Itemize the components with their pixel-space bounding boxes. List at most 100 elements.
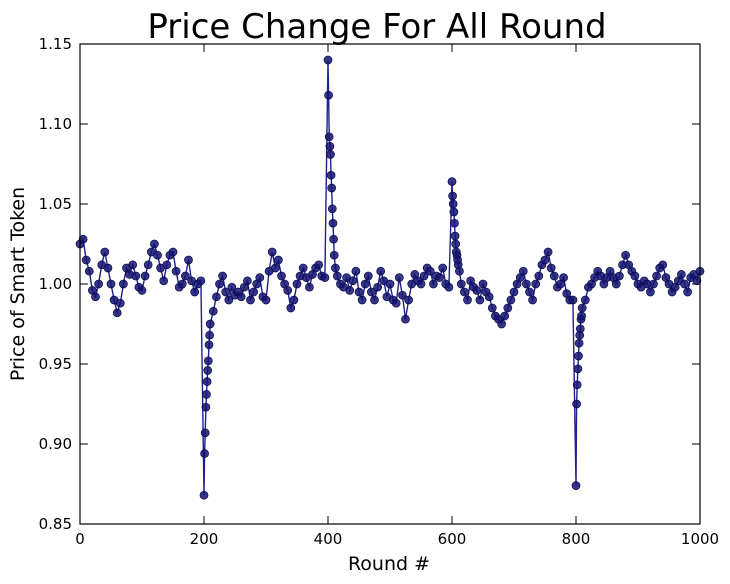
data-point bbox=[327, 204, 337, 214]
y-tick-label: 1.05 bbox=[39, 195, 72, 213]
data-point bbox=[236, 292, 246, 302]
data-point bbox=[658, 260, 668, 270]
data-point bbox=[159, 276, 169, 286]
data-point bbox=[621, 250, 630, 260]
x-tick-label: 0 bbox=[75, 530, 85, 548]
data-point bbox=[683, 287, 692, 297]
data-point bbox=[140, 271, 150, 281]
data-point bbox=[221, 287, 231, 297]
x-tick-label: 800 bbox=[562, 530, 591, 548]
data-point bbox=[227, 282, 237, 292]
data-point bbox=[181, 271, 190, 281]
data-point bbox=[680, 279, 689, 289]
data-point bbox=[314, 260, 324, 270]
data-point bbox=[385, 279, 395, 289]
data-point bbox=[472, 286, 482, 295]
data-point bbox=[202, 377, 212, 386]
data-point bbox=[525, 287, 534, 297]
data-point bbox=[218, 271, 227, 281]
data-point bbox=[305, 282, 314, 292]
data-point bbox=[450, 218, 459, 228]
data-point bbox=[243, 276, 252, 286]
data-point bbox=[277, 271, 286, 281]
x-tick-label: 200 bbox=[190, 530, 219, 548]
data-point bbox=[572, 380, 582, 390]
data-point bbox=[444, 282, 454, 292]
data-point bbox=[171, 266, 181, 276]
data-point bbox=[128, 260, 138, 270]
data-point bbox=[373, 282, 382, 292]
data-point bbox=[205, 319, 215, 329]
data-point bbox=[559, 273, 568, 282]
data-point bbox=[376, 266, 386, 276]
data-point bbox=[580, 295, 590, 305]
data-point bbox=[81, 255, 91, 265]
data-point bbox=[327, 183, 337, 193]
x-tick-label: 400 bbox=[314, 530, 343, 548]
y-tick-label: 1.00 bbox=[39, 275, 72, 293]
data-point bbox=[204, 340, 214, 350]
data-point bbox=[448, 191, 457, 201]
data-point bbox=[456, 279, 466, 289]
data-point bbox=[463, 295, 472, 305]
data-point bbox=[283, 286, 293, 295]
data-point bbox=[398, 290, 407, 300]
data-point bbox=[184, 255, 193, 265]
data-point bbox=[571, 481, 581, 490]
data-point bbox=[475, 295, 485, 305]
data-point bbox=[577, 303, 587, 313]
data-point bbox=[215, 279, 224, 289]
data-point bbox=[497, 319, 506, 329]
data-point bbox=[419, 271, 429, 281]
data-point bbox=[611, 279, 621, 289]
data-point bbox=[500, 311, 510, 321]
data-point bbox=[137, 286, 147, 295]
data-point bbox=[100, 247, 110, 257]
data-point bbox=[577, 311, 586, 321]
data-point bbox=[345, 286, 355, 295]
chart-title: Price Change For All Round bbox=[147, 7, 606, 47]
data-point bbox=[573, 364, 583, 374]
data-point bbox=[401, 314, 410, 324]
data-point bbox=[503, 303, 513, 313]
plot-area bbox=[75, 55, 705, 500]
data-point bbox=[201, 402, 211, 412]
data-point bbox=[450, 231, 460, 241]
data-point bbox=[370, 295, 379, 305]
axis-ticks: 0 200 400 600 800 1000 0.85 0.90 0.95 1.00 1.05 1.1… bbox=[39, 35, 720, 548]
data-point bbox=[119, 279, 128, 289]
y-tick-label: 1.15 bbox=[39, 35, 72, 53]
data-point bbox=[274, 255, 283, 265]
data-point bbox=[534, 271, 544, 281]
data-point bbox=[404, 295, 413, 305]
data-point bbox=[205, 330, 214, 340]
data-point bbox=[150, 239, 159, 249]
data-point bbox=[360, 279, 370, 289]
data-point bbox=[78, 234, 88, 244]
data-point bbox=[208, 306, 218, 316]
data-point bbox=[438, 263, 448, 273]
data-point bbox=[518, 266, 528, 276]
data-point bbox=[255, 273, 265, 282]
data-point bbox=[202, 390, 211, 399]
data-point bbox=[261, 295, 271, 305]
data-point bbox=[549, 271, 559, 281]
data-point bbox=[292, 279, 302, 289]
data-point bbox=[153, 250, 162, 260]
data-point bbox=[546, 263, 556, 273]
data-point bbox=[506, 295, 516, 305]
data-point bbox=[575, 324, 585, 334]
data-point bbox=[289, 295, 299, 305]
data-point bbox=[286, 303, 296, 313]
data-point bbox=[574, 351, 583, 361]
data-point bbox=[177, 279, 187, 289]
data-point bbox=[143, 260, 153, 270]
x-tick-label: 600 bbox=[438, 530, 467, 548]
data-point bbox=[677, 270, 686, 279]
data-point bbox=[649, 279, 658, 289]
data-point bbox=[522, 279, 531, 289]
data-point bbox=[416, 279, 426, 289]
data-point bbox=[568, 295, 578, 305]
data-point bbox=[692, 276, 702, 286]
data-point bbox=[429, 279, 438, 289]
